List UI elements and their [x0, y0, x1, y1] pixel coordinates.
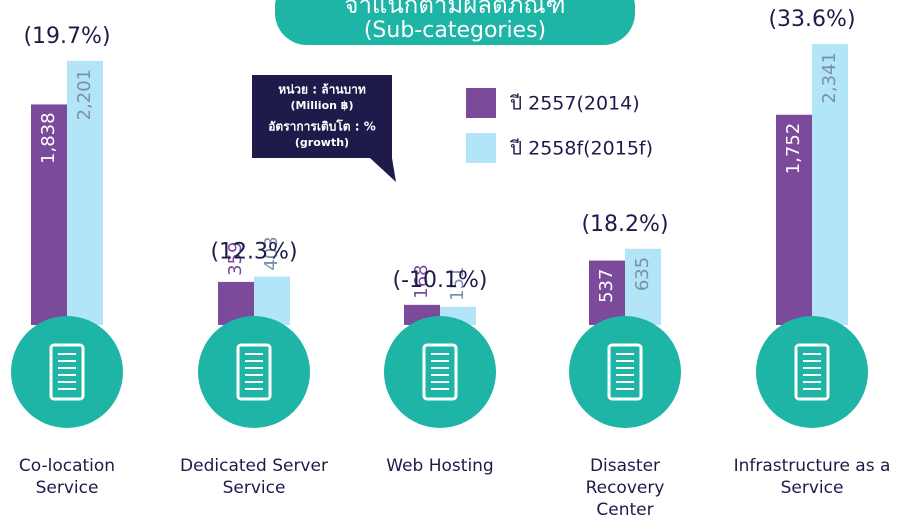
icon-shape — [49, 343, 85, 401]
icon — [607, 343, 643, 401]
legend-swatch — [466, 133, 496, 163]
category-label: Disaster Recovery Center — [585, 456, 665, 520]
value-label: 2,341 — [819, 52, 840, 104]
value-label: 403 — [261, 236, 282, 270]
bar — [625, 248, 661, 325]
legend-label: ปี 2558f(2015f) — [509, 138, 653, 160]
growth-label: (33.6%) — [768, 7, 855, 32]
note-box — [252, 75, 396, 182]
value-label: 168 — [411, 264, 432, 298]
growth-label: (19.7%) — [23, 24, 110, 49]
value-label: 537 — [596, 269, 617, 303]
icon — [236, 343, 272, 401]
icon — [794, 343, 830, 401]
icon-circle — [198, 316, 310, 428]
bar — [589, 260, 625, 325]
category-label: Co-location Service — [18, 456, 116, 498]
value-label: 1,752 — [783, 123, 804, 175]
icon-circle — [11, 316, 123, 428]
note-line: หน่วย : ล้านบาท — [278, 83, 366, 97]
growth-label: (12.3%) — [210, 240, 297, 265]
growth-label: (18.2%) — [581, 212, 668, 237]
note-line: (Million ฿) — [291, 99, 354, 112]
icon-shape — [236, 343, 272, 401]
growth-label: (-10.1%) — [393, 268, 488, 293]
legend-label: ปี 2557(2014) — [509, 93, 639, 115]
value-label: 359 — [225, 242, 246, 276]
value-label: 2,201 — [74, 69, 95, 121]
category-label: Web Hosting — [386, 456, 494, 476]
category-label: Infrastructure as a Service — [733, 456, 891, 498]
icon-circle — [756, 316, 868, 428]
icon-circle — [384, 316, 496, 428]
value-label: 635 — [632, 257, 653, 291]
icon — [422, 343, 458, 401]
legend-swatch — [466, 88, 496, 118]
icon — [49, 343, 85, 401]
value-label: 1,838 — [38, 112, 59, 164]
bar — [67, 60, 103, 325]
chart-subtitle: (Sub-categories) — [364, 18, 546, 43]
title-pill — [275, 0, 635, 45]
icon-shape — [607, 343, 643, 401]
bar — [31, 104, 67, 325]
bar — [776, 114, 812, 325]
chart-title: จำแนกตามผลิตภัณฑ์ — [344, 0, 565, 19]
icon-circle — [569, 316, 681, 428]
note-line: อัตราการเติบโต : % — [268, 119, 376, 134]
value-label: 151 — [447, 267, 468, 301]
icon-shape — [422, 343, 458, 401]
category-label: Dedicated Server Service — [180, 456, 328, 498]
note-line: (growth) — [295, 136, 349, 149]
icon-shape — [794, 343, 830, 401]
bar — [812, 44, 848, 326]
